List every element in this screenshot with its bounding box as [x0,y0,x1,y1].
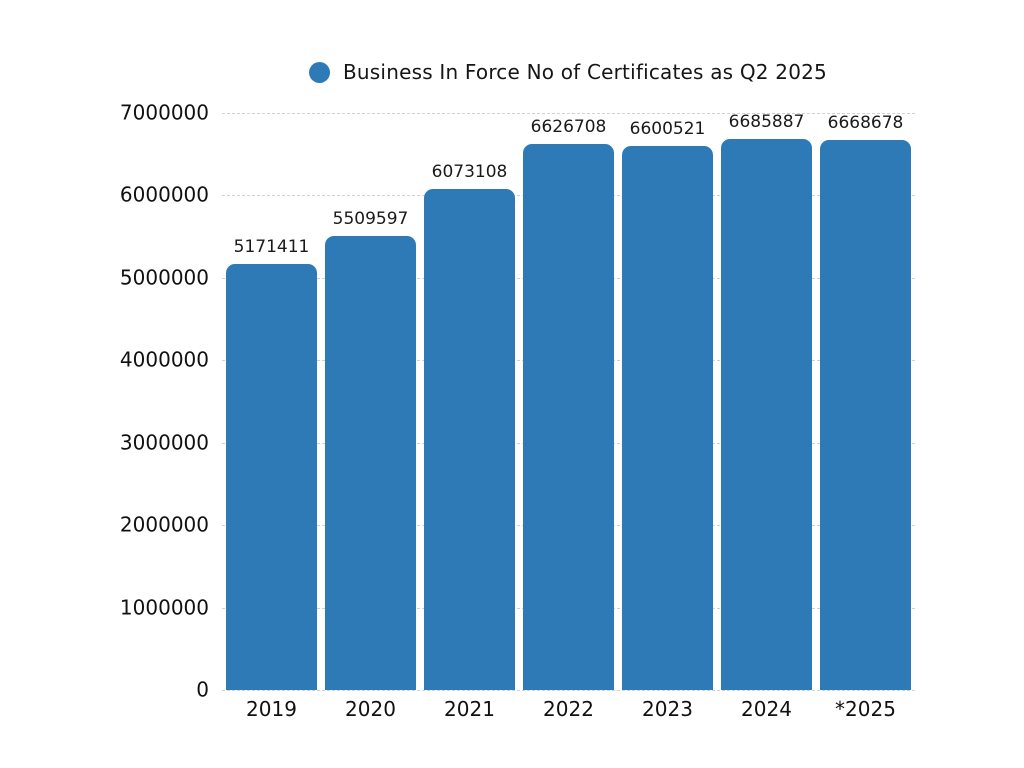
y-axis-tick-label: 0 [196,677,209,702]
bar-value-label: 6626708 [530,116,607,137]
y-axis-tick-label: 3000000 [119,430,209,455]
x-axis-tick-label: *2025 [835,697,896,721]
bar-slot: 6626708 2022 [519,113,618,721]
y-axis-tick-label: 5000000 [119,265,209,290]
x-axis-tick-label: 2022 [543,697,594,721]
x-axis-tick-label: 2024 [741,697,792,721]
y-axis-tick-label: 2000000 [119,512,209,537]
y-axis-tick-label: 7000000 [119,100,209,125]
bar-slot: 6600521 2023 [618,113,717,721]
bar-slot: 6685887 2024 [717,111,816,721]
x-axis-tick-label: 2020 [345,697,396,721]
bar-slot: 6073108 2021 [420,113,519,721]
bar-2022 [523,143,614,690]
bar-slot: 5509597 2020 [321,113,420,721]
plot-area: 0 1000000 2000000 3000000 4000000 5000000 6000… [120,101,915,721]
x-axis-tick-label: 2019 [246,697,297,721]
bar-value-label: 5171411 [233,236,310,257]
bar-*2025 [820,140,911,690]
legend-circle-icon [309,61,331,83]
x-axis-tick-label: 2021 [444,697,495,721]
bar-slot: 5171411 2019 [222,113,321,721]
bar-2023 [622,145,713,690]
gridline [222,113,915,114]
chart-legend: Business In Force No of Certificates as … [309,60,827,84]
bar-2021 [424,189,515,690]
x-axis-tick-label: 2023 [642,697,693,721]
y-axis-tick-label: 4000000 [119,347,209,372]
y-axis-tick-label: 6000000 [119,182,209,207]
bar-2020 [325,235,416,690]
bar-value-label: 6685887 [728,111,805,132]
bar-value-label: 5509597 [332,208,409,229]
bar-2019 [226,263,317,690]
legend-label: Business In Force No of Certificates as … [343,60,827,84]
y-axis-tick-label: 1000000 [119,595,209,620]
bar-2024 [721,138,812,690]
bar-value-label: 6600521 [629,118,706,139]
gridline [222,690,915,691]
bar-value-label: 6668678 [827,113,904,134]
bar-slot: 6668678 *2025 [816,113,915,721]
bar-value-label: 6073108 [431,162,508,183]
